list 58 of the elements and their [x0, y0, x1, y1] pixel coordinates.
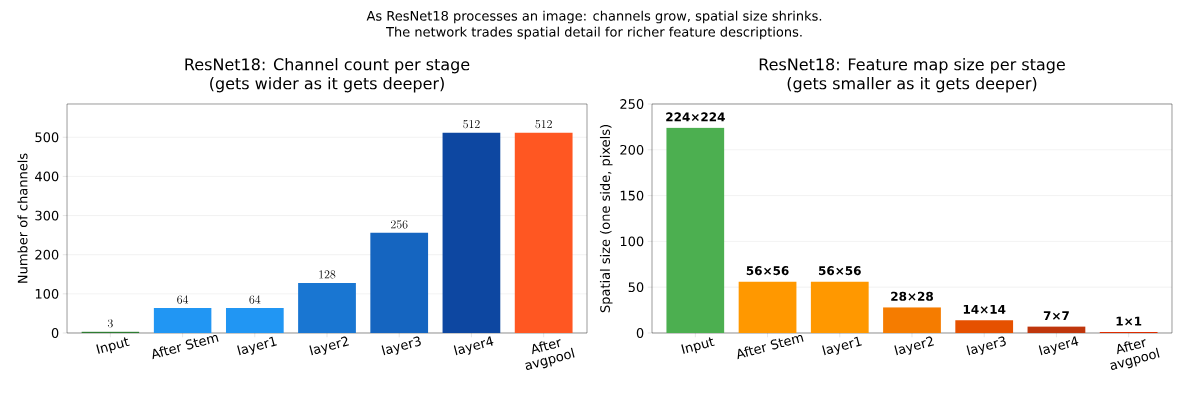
- y-tick-label: 0: [636, 328, 644, 338]
- x-tick-label: layer4: [453, 336, 494, 356]
- bar: [883, 307, 941, 333]
- data-label: 224×224: [666, 112, 725, 122]
- bar: [225, 307, 284, 333]
- y-tick-label: 100: [620, 236, 644, 247]
- bar: [810, 281, 869, 333]
- data-label: 14×14: [963, 304, 1006, 314]
- y-axis-title: Number of channels: [17, 153, 28, 283]
- data-label: 56×56: [746, 266, 789, 276]
- x-tick-label: layer1: [822, 336, 862, 356]
- chart-title: ResNet18: Channel count per stage: [185, 57, 470, 74]
- x-tick-label: Input: [96, 337, 130, 354]
- x-tick-label: layer1: [237, 336, 277, 356]
- y-tick-label: 100: [35, 288, 59, 299]
- bar: [738, 281, 797, 333]
- x-tick-label: layer3: [966, 336, 1006, 356]
- data-label: 512: [535, 120, 552, 129]
- bar: [666, 127, 725, 333]
- y-axis-title: Spatial size (one side, pixels): [599, 125, 613, 313]
- x-tick-label: layer2: [894, 336, 934, 356]
- data-label: 512: [463, 120, 480, 129]
- chart-subtitle: (gets smaller as it gets deeper): [787, 76, 1037, 93]
- bar: [1027, 326, 1086, 333]
- y-tick-label: 50: [628, 282, 644, 293]
- bar: [370, 232, 429, 333]
- data-label: 7×7: [1043, 311, 1069, 321]
- x-tick-label: After Stem: [152, 334, 219, 360]
- y-tick-label: 500: [35, 132, 59, 143]
- y-tick-label: 400: [35, 171, 59, 182]
- y-tick-label: 200: [35, 249, 59, 260]
- x-tick-label: layer2: [309, 336, 349, 356]
- data-label: 128: [319, 270, 336, 279]
- y-tick-label: 0: [51, 328, 59, 338]
- text: As ResNet18 processes an image: channels grow, spatial size shrinks.: [366, 10, 822, 24]
- chart-subtitle: (gets wider as it gets deeper): [210, 76, 444, 93]
- bar: [442, 132, 501, 333]
- data-label: 56×56: [818, 266, 861, 276]
- x-tick-label: layer4: [1038, 336, 1079, 356]
- x-tick-label: layer3: [381, 336, 421, 356]
- data-label: 3: [107, 319, 113, 328]
- y-tick-label: 300: [35, 210, 59, 221]
- y-tick-label: 200: [620, 144, 644, 155]
- x-tick-label: After Stem: [737, 334, 804, 360]
- data-label: 64: [249, 295, 261, 304]
- data-label: 28×28: [891, 291, 933, 301]
- data-label: 64: [177, 295, 189, 304]
- chart-title: ResNet18: Feature map size per stage: [759, 57, 1065, 74]
- data-label: 1×1: [1116, 316, 1142, 326]
- bar: [514, 132, 573, 333]
- data-label: 256: [391, 220, 408, 229]
- bar: [298, 282, 356, 333]
- bar: [955, 320, 1014, 333]
- bar: [153, 307, 212, 333]
- text: The network trades spatial detail for richer feature descriptions.: [386, 26, 802, 40]
- x-tick-label: Input: [681, 337, 715, 354]
- y-tick-label: 150: [620, 190, 644, 201]
- y-tick-label: 250: [620, 99, 644, 109]
